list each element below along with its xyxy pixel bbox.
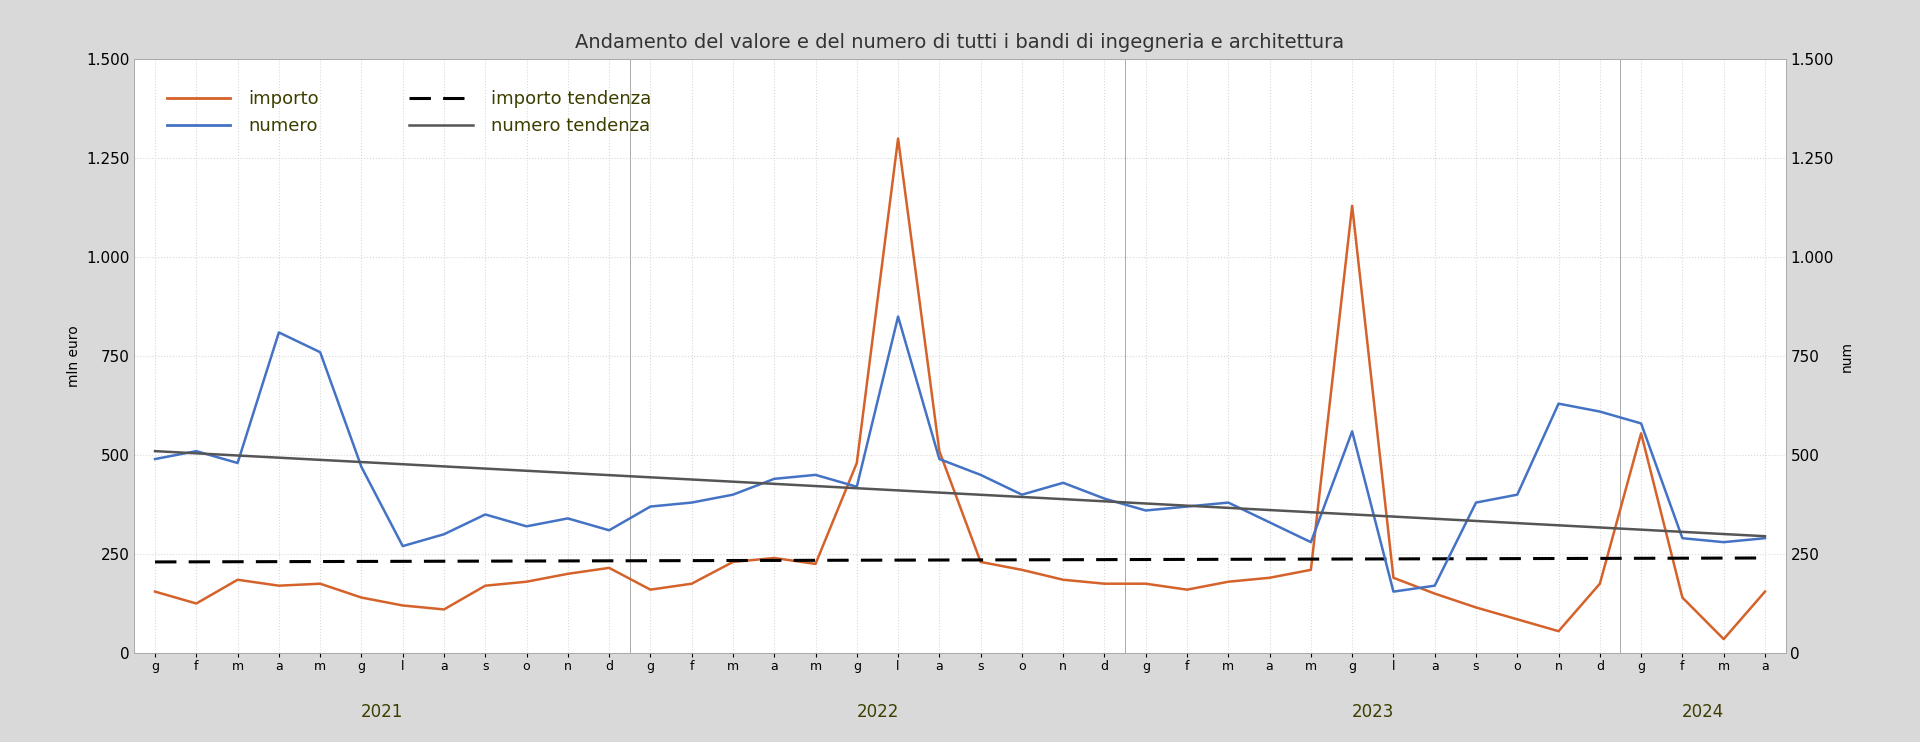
Text: 2022: 2022	[856, 703, 899, 721]
Y-axis label: mln euro: mln euro	[67, 325, 81, 387]
Text: 2021: 2021	[361, 703, 403, 721]
Y-axis label: num: num	[1839, 341, 1853, 372]
Legend: importo, numero, importo tendenza, numero tendenza: importo, numero, importo tendenza, numer…	[159, 83, 659, 142]
Title: Andamento del valore e del numero di tutti i bandi di ingegneria e architettura: Andamento del valore e del numero di tut…	[576, 33, 1344, 52]
Text: 2023: 2023	[1352, 703, 1394, 721]
Text: 2024: 2024	[1682, 703, 1724, 721]
